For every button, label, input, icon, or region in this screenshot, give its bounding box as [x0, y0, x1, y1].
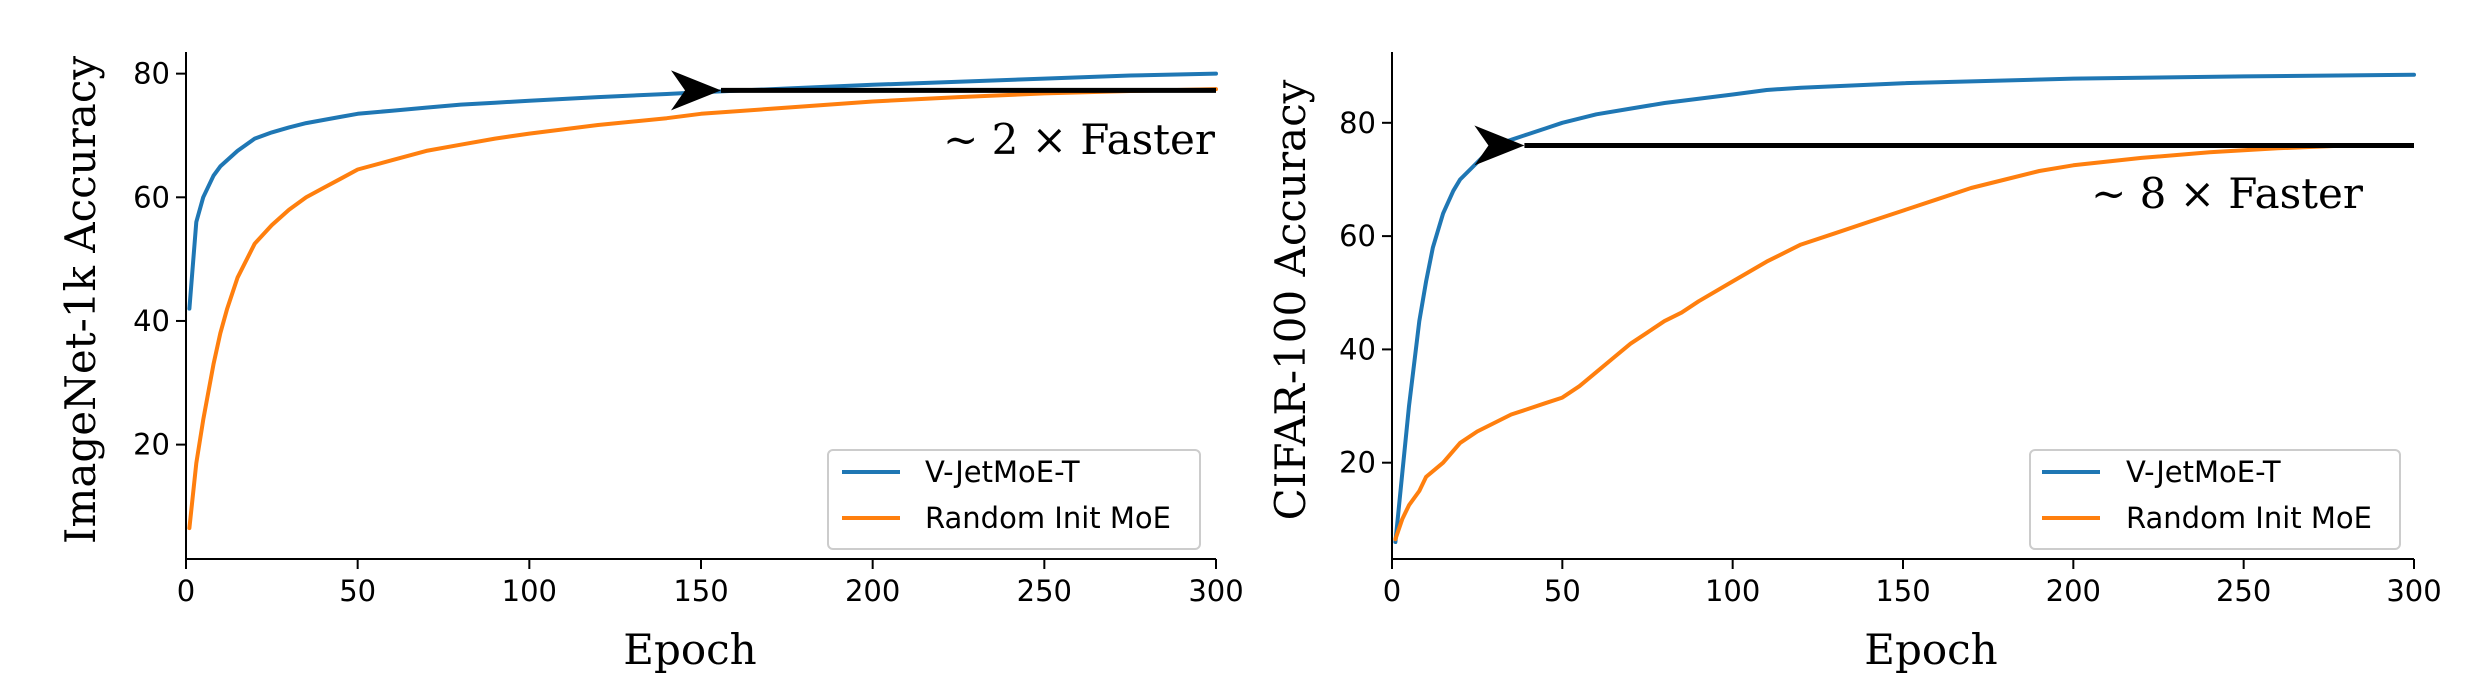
x-tick-label: 100	[502, 574, 557, 608]
chart-cifar100: ∼ 8 × Faster 0 50 100 150 200 250 300 20 40 60 80…	[1266, 52, 2442, 674]
y-tick-label: 60	[133, 180, 170, 214]
series-line-v-jetmoe-t	[187, 71, 1218, 311]
y-ticks: 20 40 60 80	[1339, 106, 1392, 480]
y-ticks: 20 40 60 80	[133, 57, 186, 462]
legend-label-v-jetmoe: V-JetMoE-T	[2126, 455, 2281, 489]
x-tick-label: 250	[2216, 574, 2271, 608]
legend-label-v-jetmoe: V-JetMoE-T	[925, 455, 1080, 489]
x-tick-label: 50	[1544, 574, 1581, 608]
legend-box	[827, 449, 1201, 550]
x-tick-label: 300	[2386, 574, 2441, 608]
legend: V-JetMoE-T Random Init MoE	[2029, 449, 2401, 550]
y-tick-label: 40	[133, 304, 170, 338]
x-tick-label: 0	[177, 574, 195, 608]
y-tick-label: 40	[1339, 332, 1376, 366]
y-tick-label: 20	[133, 428, 170, 462]
series-line-random-init-moe	[187, 87, 1218, 531]
plot-area	[1393, 72, 2416, 544]
x-tick-label: 50	[339, 574, 376, 608]
plot-area	[187, 71, 1218, 531]
series-line-random-init-moe	[1393, 143, 2348, 542]
legend-box	[2029, 449, 2401, 550]
x-tick-label: 200	[2046, 574, 2101, 608]
legend-label-random-init: Random Init MoE	[925, 501, 1171, 535]
x-ticks: 0 50 100 150 200 250 300	[1383, 559, 2442, 608]
chart-imagenet: ∼ 2 × Faster 0 50 100 150 200 250 300 20 40 60 80…	[56, 52, 1244, 674]
x-tick-label: 100	[1705, 574, 1760, 608]
y-tick-label: 60	[1339, 219, 1376, 253]
x-axis-title: Epoch	[1864, 625, 1997, 674]
y-tick-label: 80	[1339, 106, 1376, 140]
series-line-v-jetmoe-t	[1393, 72, 2416, 544]
legend: V-JetMoE-T Random Init MoE	[827, 449, 1201, 550]
x-tick-label: 0	[1383, 574, 1401, 608]
x-axis-title: Epoch	[623, 625, 756, 674]
x-tick-label: 150	[1875, 574, 1930, 608]
x-tick-label: 300	[1188, 574, 1243, 608]
y-tick-label: 20	[1339, 446, 1376, 480]
y-axis-title: CIFAR-100 Accuracy	[1266, 79, 1315, 520]
y-axis-title: ImageNet-1k Accuracy	[56, 56, 105, 544]
x-tick-label: 150	[673, 574, 728, 608]
x-tick-label: 200	[845, 574, 900, 608]
y-tick-label: 80	[133, 57, 170, 91]
x-ticks: 0 50 100 150 200 250 300	[177, 559, 1244, 608]
annotation-text: ∼ 8 × Faster	[2091, 169, 2364, 218]
annotation-text: ∼ 2 × Faster	[943, 115, 1216, 164]
x-tick-label: 250	[1017, 574, 1072, 608]
legend-label-random-init: Random Init MoE	[2126, 501, 2372, 535]
